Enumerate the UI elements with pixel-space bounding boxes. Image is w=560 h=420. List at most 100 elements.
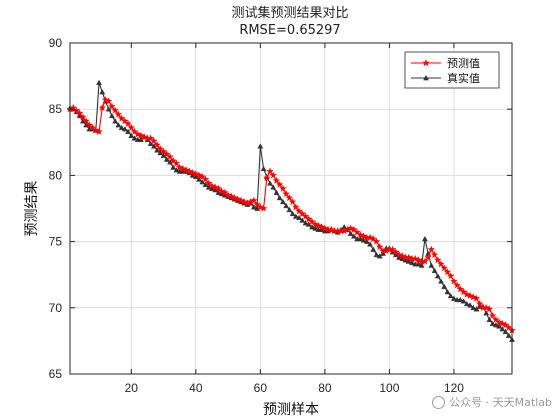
data-point-0 xyxy=(346,224,355,232)
x-axis-label: 预测样本 xyxy=(263,402,319,418)
data-point-0 xyxy=(275,180,284,188)
data-point-0 xyxy=(485,305,494,313)
legend-marker-1 xyxy=(423,74,429,81)
data-point-0 xyxy=(450,277,458,285)
legend-box xyxy=(404,51,500,89)
data-point-0 xyxy=(366,233,374,241)
data-point-0 xyxy=(282,189,290,198)
data-point-0 xyxy=(292,203,300,211)
x-tick-label: 60 xyxy=(254,381,268,395)
data-point-1 xyxy=(441,283,448,289)
data-point-1 xyxy=(115,122,122,128)
data-point-0 xyxy=(414,256,423,264)
data-point-0 xyxy=(233,195,242,203)
data-point-0 xyxy=(288,197,297,206)
data-point-1 xyxy=(279,198,286,205)
data-point-0 xyxy=(475,299,484,308)
data-point-0 xyxy=(259,204,268,212)
data-point-1 xyxy=(447,292,454,299)
data-point-1 xyxy=(470,304,477,311)
series-0 xyxy=(66,95,516,334)
legend-marker-0 xyxy=(422,59,430,67)
data-point-0 xyxy=(498,319,507,327)
data-point-0 xyxy=(359,232,368,240)
data-point-0 xyxy=(140,133,148,141)
data-point-0 xyxy=(192,170,200,178)
data-point-0 xyxy=(488,311,497,319)
data-point-0 xyxy=(372,237,381,245)
y-tick-label: 85 xyxy=(49,102,63,116)
data-point-1 xyxy=(473,306,480,312)
data-point-0 xyxy=(240,197,249,206)
data-point-0 xyxy=(250,196,258,204)
data-point-0 xyxy=(266,167,274,175)
data-point-1 xyxy=(270,184,277,190)
data-point-1 xyxy=(431,267,438,274)
ticks: 20 40 60 80 100 120 65 70 75 80 85 90 xyxy=(49,36,512,395)
data-point-0 xyxy=(263,174,271,182)
data-point-0 xyxy=(356,230,365,239)
data-point-1 xyxy=(502,328,509,334)
data-point-1 xyxy=(370,246,377,252)
data-point-1 xyxy=(267,180,273,186)
data-point-0 xyxy=(411,254,420,263)
data-point-0 xyxy=(98,103,107,112)
data-point-1 xyxy=(376,253,383,259)
data-point-0 xyxy=(95,127,103,135)
data-point-0 xyxy=(79,113,87,121)
data-point-1 xyxy=(109,112,115,119)
data-point-0 xyxy=(327,225,336,233)
data-point-1 xyxy=(489,320,496,326)
data-point-0 xyxy=(437,260,445,268)
data-point-0 xyxy=(224,191,232,199)
data-point-1 xyxy=(467,302,473,308)
data-point-1 xyxy=(96,79,102,86)
data-point-0 xyxy=(272,176,281,184)
data-point-1 xyxy=(428,262,435,268)
data-point-0 xyxy=(195,171,203,179)
y-tick-label: 75 xyxy=(49,235,63,249)
data-point-0 xyxy=(150,136,158,145)
x-tick-label: 20 xyxy=(125,381,139,395)
data-point-1 xyxy=(296,214,303,221)
data-point-0 xyxy=(182,166,190,174)
data-point-1 xyxy=(302,220,309,226)
data-point-0 xyxy=(321,224,329,232)
data-point-1 xyxy=(347,230,354,236)
data-point-0 xyxy=(92,126,100,134)
data-point-0 xyxy=(443,268,452,276)
watermark: 公众号 · 天天Matlab xyxy=(432,394,552,410)
data-point-1 xyxy=(257,143,264,149)
legend-label-0: 预测值 xyxy=(447,57,480,70)
data-point-1 xyxy=(128,132,135,138)
data-point-1 xyxy=(276,194,283,201)
data-point-1 xyxy=(286,206,293,213)
legend-label-1: 真实值 xyxy=(447,71,480,85)
data-point-1 xyxy=(273,189,280,195)
data-point-1 xyxy=(350,233,357,239)
data-point-0 xyxy=(404,253,413,261)
y-tick-label: 65 xyxy=(49,367,63,381)
data-point-0 xyxy=(427,245,436,253)
data-point-0 xyxy=(285,193,294,202)
data-point-0 xyxy=(124,119,132,127)
data-point-0 xyxy=(469,293,478,301)
data-point-0 xyxy=(237,196,245,204)
wechat-icon xyxy=(432,395,446,409)
data-point-1 xyxy=(112,118,119,124)
data-point-0 xyxy=(211,183,219,191)
data-point-0 xyxy=(188,168,197,176)
data-point-0 xyxy=(495,318,503,326)
data-point-1 xyxy=(260,165,267,172)
data-point-1 xyxy=(118,124,125,131)
data-point-1 xyxy=(289,210,296,217)
data-point-0 xyxy=(166,152,174,161)
data-point-1 xyxy=(121,126,128,132)
data-point-1 xyxy=(460,298,467,304)
data-point-1 xyxy=(486,316,493,322)
data-point-1 xyxy=(505,332,512,338)
data-point-0 xyxy=(466,291,474,300)
y-tick-label: 70 xyxy=(49,301,63,315)
